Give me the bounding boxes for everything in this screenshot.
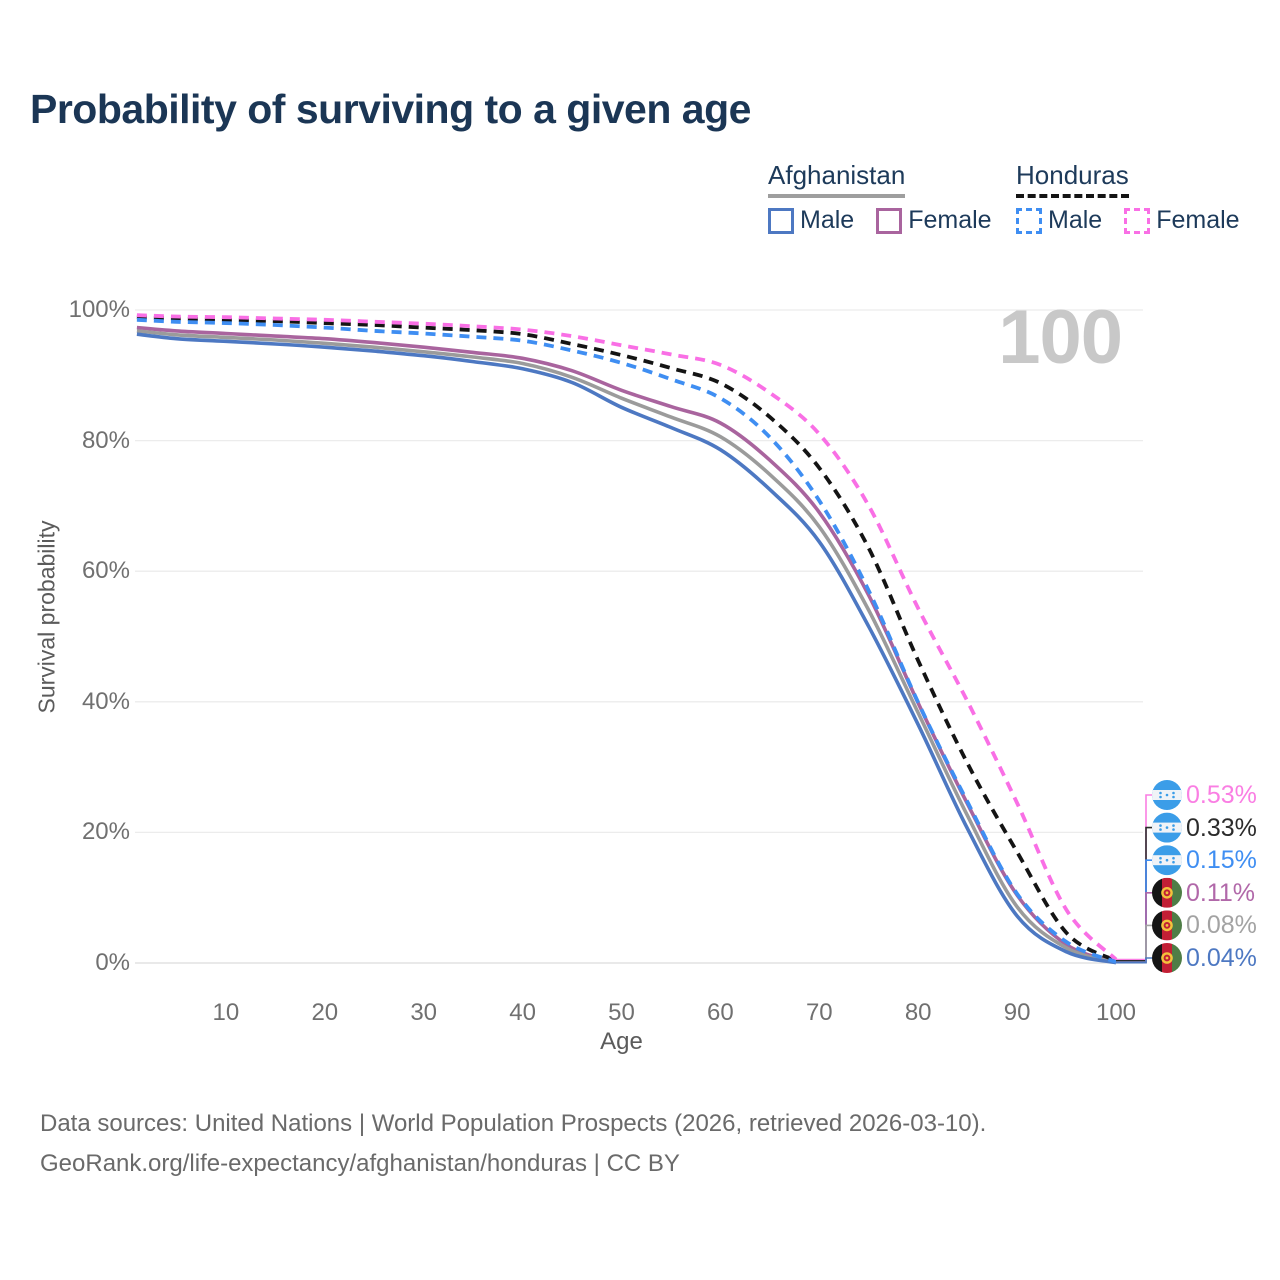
end-label-connector (1116, 924, 1152, 964)
afghanistan-flag-icon (1152, 910, 1182, 941)
legend-item-label: Female (1156, 206, 1240, 234)
page-title: Probability of surviving to a given age (30, 86, 751, 132)
legend-item-label: Female (908, 206, 992, 234)
legend-item-honduras-male[interactable]: Male (1016, 206, 1102, 235)
footer: Data sources: United Nations | World Pop… (40, 1104, 986, 1184)
legend-country-honduras: Honduras (1016, 160, 1129, 198)
data-sources-line: Data sources: United Nations | World Pop… (40, 1110, 987, 1137)
curve-hond_male[interactable] (136, 317, 1117, 964)
honduras-flag-icon (1152, 845, 1182, 876)
honduras-flag-icon (1152, 780, 1182, 810)
curve-afg_total[interactable] (136, 329, 1117, 965)
age-counter-watermark: 100 (998, 295, 1123, 380)
legend-country-afghanistan: Afghanistan (768, 160, 906, 198)
x-tick-90: 90 (1003, 999, 1031, 1026)
x-tick-80: 80 (904, 999, 932, 1026)
curve-afg_female[interactable] (136, 325, 1117, 965)
afghanistan-female-swatch-icon (876, 207, 903, 234)
x-tick-40: 40 (509, 999, 536, 1026)
y-tick-20: 20% (81, 818, 130, 846)
y-tick-60: 60% (81, 557, 130, 585)
x-tick-50: 50 (608, 999, 635, 1026)
end-value-label-afg_total: 0.08% (1186, 911, 1257, 940)
legend-item-label: Male (800, 206, 855, 234)
legend-item-afghanistan-male[interactable]: Male (768, 206, 854, 235)
afghanistan-flag-icon (1152, 877, 1182, 908)
curve-afg_male[interactable] (136, 332, 1117, 965)
y-tick-40: 40% (81, 687, 130, 715)
legend-item-afghanistan-female[interactable]: Female (876, 206, 992, 235)
end-value-label-hond_female: 0.53% (1186, 781, 1257, 809)
end-value-label-afg_female: 0.11% (1186, 878, 1256, 907)
honduras-male-swatch-icon (1016, 207, 1042, 234)
honduras-female-swatch-icon (1124, 207, 1151, 234)
legend-item-honduras-female[interactable]: Female (1124, 206, 1240, 235)
x-axis-title: Age (600, 1028, 643, 1055)
attribution-link[interactable]: GeoRank.org/life-expectancy/afghanistan/… (40, 1150, 680, 1177)
x-tick-70: 70 (805, 999, 833, 1026)
y-axis-title: Survival probability (33, 520, 60, 714)
x-tick-100: 100 (1095, 999, 1137, 1026)
end-value-label-hond_total: 0.33% (1186, 813, 1257, 842)
curve-hond_female[interactable] (136, 313, 1118, 961)
afghanistan-male-swatch-icon (768, 207, 794, 234)
afghanistan-flag-icon (1152, 943, 1182, 973)
x-tick-30: 30 (410, 999, 438, 1026)
x-tick-20: 20 (311, 999, 339, 1026)
legend-item-label: Male (1048, 206, 1103, 234)
honduras-flag-icon (1152, 812, 1182, 843)
y-tick-100: 100% (68, 296, 130, 323)
x-tick-10: 10 (212, 999, 240, 1026)
y-tick-0: 0% (95, 949, 130, 976)
legend-group-honduras: Honduras Male Female (1016, 160, 1240, 235)
end-value-label-hond_male: 0.15% (1186, 846, 1257, 875)
legend-group-afghanistan: Afghanistan Male Female (768, 160, 992, 235)
end-label-connector (1116, 957, 1152, 964)
curve-hond_total[interactable] (136, 315, 1117, 963)
x-tick-60: 60 (707, 999, 734, 1026)
y-tick-80: 80% (81, 426, 130, 454)
end-value-label-afg_male: 0.04% (1186, 944, 1257, 972)
